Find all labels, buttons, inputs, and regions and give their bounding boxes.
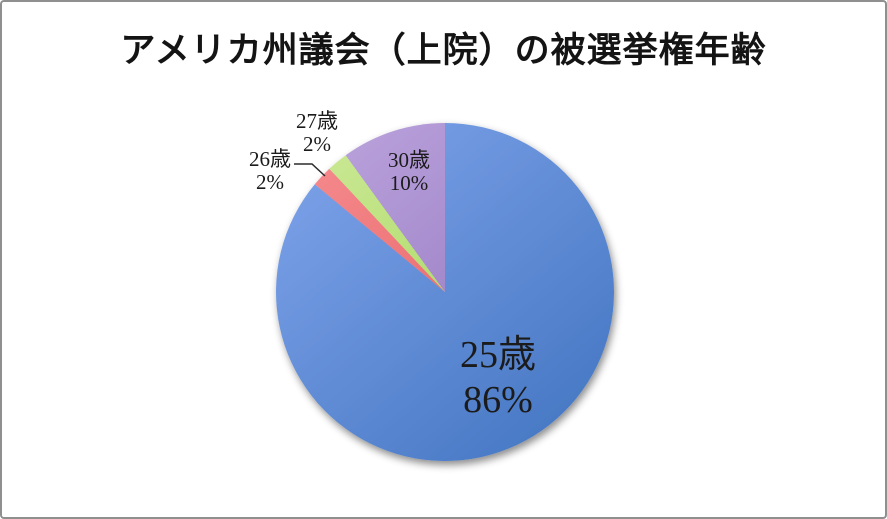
slice-label-25: 25歳 86% [460,333,536,423]
slice-label-25-pct: 86% [463,379,533,421]
slice-label-30-name: 30歳 [388,148,430,172]
label-leader-line [294,163,326,177]
slice-label-27-name: 27歳 [296,109,338,133]
pie-slice-30歳 [345,123,445,292]
pie-slice-27歳 [329,155,445,292]
slice-label-25-name: 25歳 [459,334,537,376]
slice-label-27-pct: 2% [303,132,331,156]
slice-label-26: 26歳 2% [249,148,291,194]
slice-label-27: 27歳 2% [296,110,338,156]
pie-slice-26歳 [314,168,445,292]
chart-title: アメリカ州議会（上院）の被選挙権年齢 [120,31,767,70]
slice-label-26-name: 26歳 [249,147,291,171]
slice-label-26-pct: 2% [256,170,284,194]
slice-label-30: 30歳 10% [388,149,430,195]
slice-label-30-pct: 10% [389,171,429,195]
